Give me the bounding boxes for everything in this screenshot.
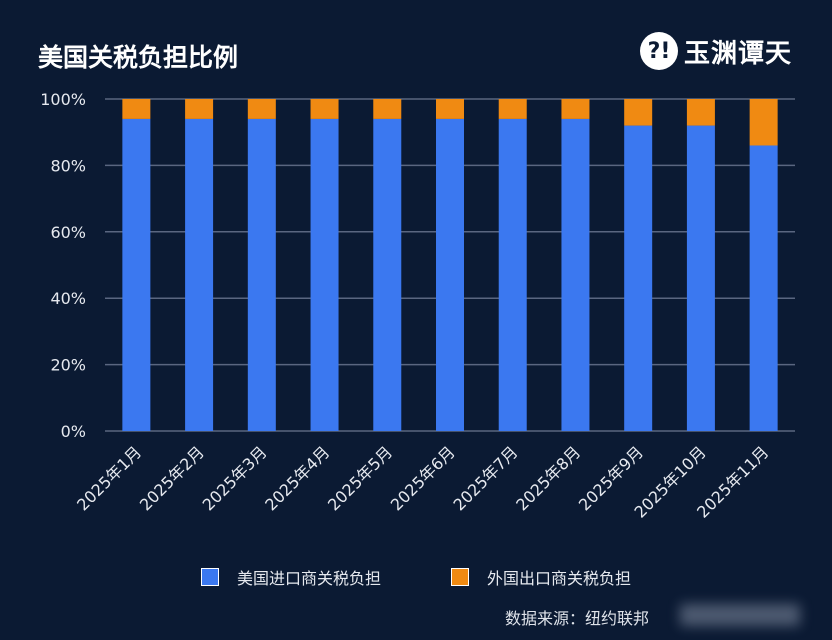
bar-foreign xyxy=(122,99,151,119)
x-tick-label: 2025年3月 xyxy=(199,442,271,514)
legend-swatch-foreign xyxy=(451,568,469,586)
bar-us xyxy=(373,118,402,432)
bar-us xyxy=(185,118,214,432)
bar-foreign xyxy=(498,99,527,119)
bar-us xyxy=(498,118,527,432)
legend-item-foreign: 外国出口商关税负担 xyxy=(451,565,631,589)
y-tick-label: 80% xyxy=(50,156,86,175)
chart-title: 美国关税负担比例 xyxy=(38,43,239,72)
bar-foreign xyxy=(373,99,402,119)
bar-foreign xyxy=(310,99,339,119)
x-tick-label: 2025年8月 xyxy=(512,442,584,514)
bar-us xyxy=(624,125,653,431)
legend-swatch-us xyxy=(200,568,219,586)
legend: 美国进口商关税负担 外国出口商关税负担 xyxy=(0,565,832,589)
y-tick-label: 0% xyxy=(61,422,86,441)
logo: ?! 玉渊谭天 xyxy=(640,28,820,74)
bar-foreign xyxy=(185,99,214,119)
bar-foreign xyxy=(624,99,653,126)
y-tick-label: 60% xyxy=(50,223,86,242)
bar-us xyxy=(686,125,715,431)
y-tick-label: 20% xyxy=(50,356,86,375)
bar-us xyxy=(561,118,590,432)
x-tick-label: 2025年2月 xyxy=(136,442,208,514)
x-tick-label: 2025年1月 xyxy=(73,442,145,514)
bar-foreign xyxy=(247,99,276,119)
legend-item-us: 美国进口商关税负担 xyxy=(200,565,381,589)
bar-us xyxy=(310,118,339,432)
bar-foreign xyxy=(686,99,715,126)
legend-label-us: 美国进口商关税负担 xyxy=(236,569,381,588)
x-tick-label: 2025年5月 xyxy=(324,442,396,514)
y-tick-label: 100% xyxy=(40,90,86,109)
x-tick-label: 2025年7月 xyxy=(449,442,521,514)
legend-label-foreign: 外国出口商关税负担 xyxy=(487,569,632,588)
bar-us xyxy=(749,145,778,432)
bar-us xyxy=(436,118,464,432)
bar-foreign xyxy=(749,99,778,146)
bar-us xyxy=(247,118,276,432)
blurred-overlay xyxy=(680,604,800,626)
bar-us xyxy=(122,118,151,432)
stacked-bar-chart: 0%20%40%60%80%100%2025年1月2025年2月2025年3月2… xyxy=(40,90,795,522)
x-tick-label: 2025年4月 xyxy=(261,442,333,514)
logo-text: 玉渊谭天 xyxy=(684,38,793,69)
bar-foreign xyxy=(436,99,464,119)
x-tick-label: 2025年6月 xyxy=(387,442,459,514)
source-note: 数据来源：纽约联邦 xyxy=(505,609,650,628)
bar-foreign xyxy=(561,99,590,119)
logo-mark-icon: ?! xyxy=(640,32,678,70)
y-tick-label: 40% xyxy=(50,289,86,308)
